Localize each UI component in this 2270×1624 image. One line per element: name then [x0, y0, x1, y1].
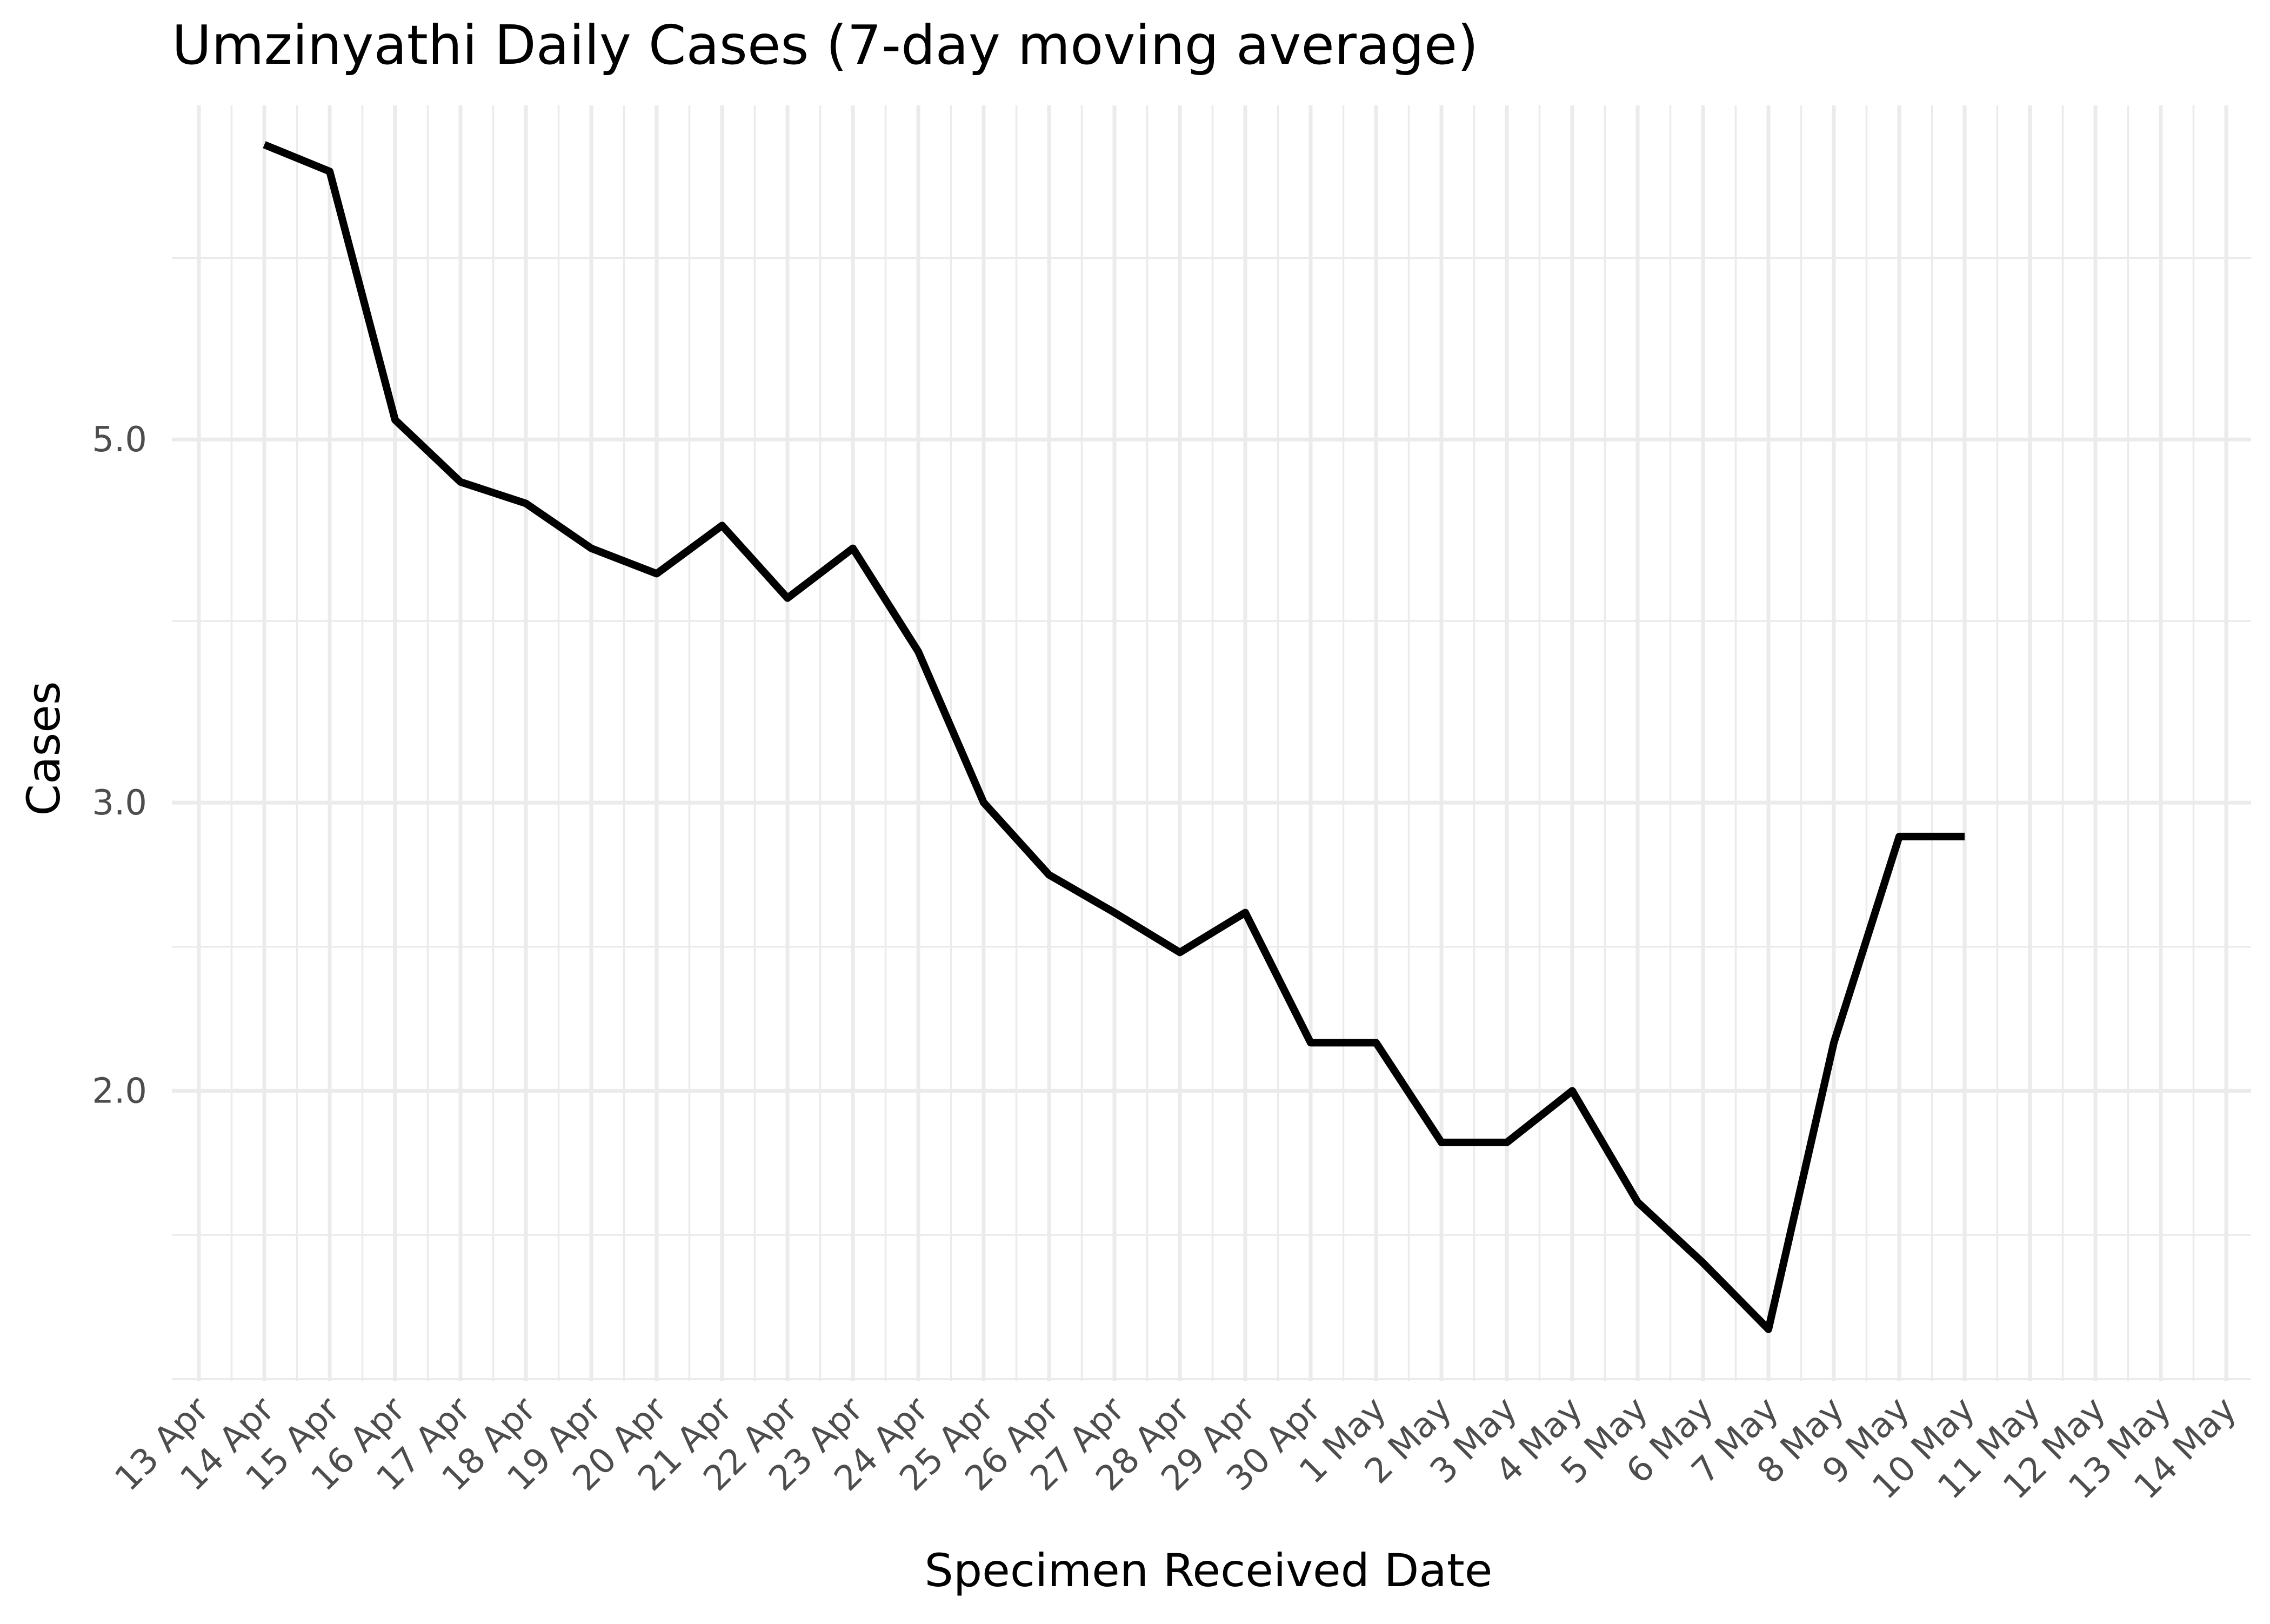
chart-title: Umzinyathi Daily Cases (7-day moving ave… — [172, 14, 1478, 77]
series-line — [263, 141, 1965, 1333]
y-tick-label: 3.0 — [92, 783, 147, 823]
series-layer — [263, 141, 1965, 1333]
x-axis-title: Specimen Received Date — [925, 1544, 1493, 1597]
y-axis-ticks: 2.0 3.0 5.0 — [92, 420, 147, 1111]
y-tick-label: 5.0 — [92, 420, 147, 460]
grid — [172, 105, 2251, 1381]
y-tick-label: 2.0 — [92, 1071, 147, 1111]
y-axis-title: Cases — [17, 681, 70, 816]
